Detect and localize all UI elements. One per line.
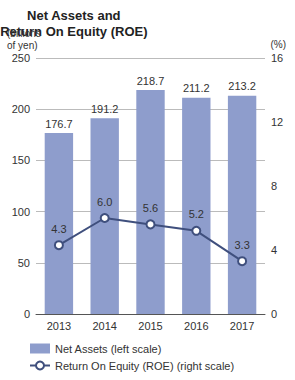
svg-text:0: 0: [24, 308, 30, 320]
svg-text:213.2: 213.2: [228, 80, 256, 92]
svg-text:2016: 2016: [184, 320, 208, 332]
svg-text:218.7: 218.7: [137, 75, 165, 87]
svg-text:8: 8: [271, 180, 277, 192]
svg-text:150: 150: [12, 154, 30, 166]
svg-text:Return On Equity (ROE): Return On Equity (ROE): [0, 24, 147, 39]
svg-text:2017: 2017: [230, 320, 254, 332]
svg-text:191.2: 191.2: [91, 103, 119, 115]
svg-text:2015: 2015: [138, 320, 162, 332]
svg-text:50: 50: [18, 257, 30, 269]
svg-text:of yen): of yen): [7, 40, 38, 51]
svg-text:(billions: (billions: [7, 28, 41, 39]
svg-text:Net Assets and: Net Assets and: [27, 8, 120, 23]
svg-text:Return On Equity (ROE) (right: Return On Equity (ROE) (right scale): [55, 360, 234, 372]
svg-text:5.6: 5.6: [143, 202, 158, 214]
svg-text:(%): (%): [270, 39, 286, 50]
svg-text:176.7: 176.7: [45, 118, 73, 130]
svg-text:Net Assets (left scale): Net Assets (left scale): [55, 343, 161, 355]
svg-text:12: 12: [271, 116, 283, 128]
svg-text:211.2: 211.2: [183, 82, 210, 94]
svg-text:6.0: 6.0: [97, 196, 112, 208]
svg-text:4.3: 4.3: [51, 223, 66, 235]
svg-text:0: 0: [271, 308, 277, 320]
svg-text:2014: 2014: [92, 320, 116, 332]
svg-text:5.2: 5.2: [189, 208, 204, 220]
svg-text:200: 200: [12, 103, 30, 115]
svg-text:2013: 2013: [47, 320, 71, 332]
svg-text:3.3: 3.3: [234, 239, 249, 251]
svg-text:100: 100: [12, 206, 30, 218]
svg-text:16: 16: [271, 52, 283, 64]
svg-text:4: 4: [271, 244, 277, 256]
svg-text:250: 250: [12, 52, 30, 64]
